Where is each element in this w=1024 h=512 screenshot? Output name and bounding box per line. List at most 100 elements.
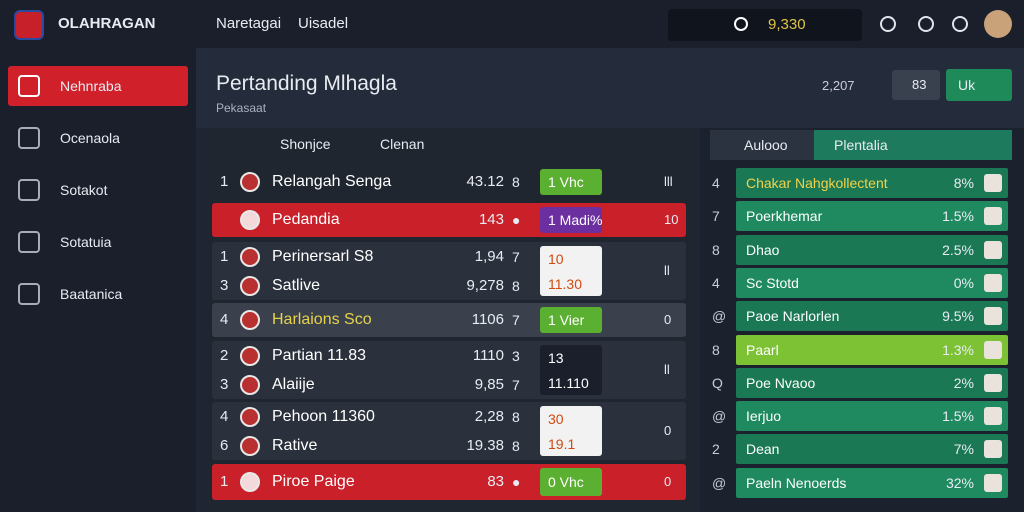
sidebar xyxy=(0,48,196,512)
main-header xyxy=(196,48,1024,128)
side-icon xyxy=(984,273,1002,292)
sidebar-item[interactable]: Nehnraba xyxy=(8,66,188,106)
side-row[interactable]: Paarl 1.3% xyxy=(736,334,1008,365)
team-name: Perinersarl S8 xyxy=(272,247,374,265)
side-tab[interactable]: Plentalia xyxy=(814,130,1012,160)
side-icon xyxy=(984,240,1002,259)
side-row[interactable]: Dhao 2.5% xyxy=(736,234,1008,265)
side-row[interactable]: Ierjuo 1.5% xyxy=(736,401,1008,432)
row-end: lll xyxy=(664,174,673,189)
side-value: 7% xyxy=(953,441,974,458)
team-logo xyxy=(240,406,260,427)
search-box[interactable]: 9,330 xyxy=(668,9,862,41)
badge: 1 Madi% xyxy=(540,207,602,233)
side-name: Poe Nvaoo xyxy=(746,374,816,391)
side-icon xyxy=(984,340,1002,359)
side-value: 32% xyxy=(945,474,974,491)
badge-text: 0 Vhc xyxy=(548,474,584,490)
rank-marker: 8 xyxy=(712,341,720,358)
icon-button[interactable] xyxy=(880,16,896,32)
rank-marker: 7 xyxy=(712,208,720,225)
row-end: ll xyxy=(664,263,670,278)
side-row[interactable]: Poe Nvaoo 2% xyxy=(736,367,1008,398)
badge: 10 11.30 xyxy=(540,246,602,296)
rank-marker: 4 xyxy=(712,274,720,291)
rank-marker: 2 xyxy=(712,441,720,458)
badge-text: 1 Vier xyxy=(548,312,585,328)
score: 9,278 xyxy=(466,276,504,294)
action-button[interactable]: Uk xyxy=(946,69,1012,101)
side-tab[interactable]: Aulooo xyxy=(710,130,814,160)
team-name: Piroe Paige xyxy=(272,473,355,490)
page-subtitle: Pekasaat xyxy=(216,101,267,115)
list-row[interactable]: 1 Perinersarl S8 1,94 7 3 Satlive 9,278 8 10 11.3… xyxy=(212,242,686,300)
search-icon xyxy=(734,17,748,31)
rank: 4 xyxy=(220,311,229,328)
count: ● xyxy=(512,474,521,490)
side-row[interactable]: Chakar Nahgkollectent 8% xyxy=(736,168,1008,198)
badge: 30 19.1 xyxy=(540,406,602,456)
sidebar-item[interactable]: Sotatuia xyxy=(8,222,188,262)
side-value: 1.3% xyxy=(942,341,974,358)
tab[interactable]: Clenan xyxy=(380,136,425,152)
nav-link[interactable]: Uisadel xyxy=(298,15,349,32)
badge: 1 Vhc xyxy=(540,169,602,195)
list-row[interactable]: 4 Pehoon 11360 2,28 8 6 Rative 19.38 8 30 19.1 0 xyxy=(212,402,686,460)
side-value: 9.5% xyxy=(942,308,974,325)
side-name: Chakar Nahgkollectent xyxy=(746,175,888,191)
list-row[interactable]: 1 Relangah Senga 43.12 8 1 Vhc lll xyxy=(212,165,686,199)
sidebar-label: Ocenaola xyxy=(60,130,120,146)
badge-text: 1 Madi% xyxy=(548,212,603,228)
list-row[interactable]: Pedandia 143 ● 1 Madi% 10 xyxy=(212,203,686,237)
side-row[interactable]: Dean 7% xyxy=(736,434,1008,465)
side-name: Dean xyxy=(746,441,780,458)
sidebar-label: Nehnraba xyxy=(60,78,122,94)
icon-button[interactable] xyxy=(952,16,968,32)
score: 143 xyxy=(478,211,504,228)
sidebar-item[interactable]: Ocenaola xyxy=(8,118,188,158)
rank: 3 xyxy=(220,276,229,294)
side-icon xyxy=(984,407,1002,426)
sidebar-item[interactable]: Baatanica xyxy=(8,274,188,314)
team-logo xyxy=(240,210,260,230)
side-name: Sc Stotd xyxy=(746,274,799,291)
side-row[interactable]: Sc Stotd 0% xyxy=(736,267,1008,298)
badge: 1 Vier xyxy=(540,307,602,333)
side-value: 8% xyxy=(953,175,974,191)
side-tab-label: Plentalia xyxy=(834,137,888,153)
list-row[interactable]: 2 Partian 11.83 1110 3 3 Alaiije 9,85 7 13 11.110… xyxy=(212,341,686,399)
sidebar-item[interactable]: Sotakot xyxy=(8,170,188,210)
sidebar-label: Baatanica xyxy=(60,286,123,302)
side-row[interactable]: Paoe Narlorlen 9.5% xyxy=(736,301,1008,332)
filter-button[interactable] xyxy=(892,70,940,100)
sidebar-label: Sotakot xyxy=(60,182,108,198)
badge-text: 1 Vhc xyxy=(548,174,584,190)
rank: 1 xyxy=(220,247,229,265)
side-icon xyxy=(984,473,1002,492)
team-logo xyxy=(240,345,260,366)
row-end: 0 xyxy=(664,423,672,438)
badge-text: 19.1 xyxy=(548,435,576,452)
team-name: Harlaions Sco xyxy=(272,311,372,328)
count: 8 xyxy=(512,408,520,425)
score: 9,85 xyxy=(474,375,504,393)
tab[interactable]: Shonjce xyxy=(280,136,331,152)
side-name: Paoe Narlorlen xyxy=(746,308,840,325)
badge-text: 10 xyxy=(548,250,564,267)
nav-link[interactable]: Naretagai xyxy=(216,15,282,32)
rank: 2 xyxy=(220,346,229,364)
icon-button[interactable] xyxy=(918,16,934,32)
list-row[interactable]: 1 Piroe Paige 83 ● 0 Vhc 0 xyxy=(212,464,686,500)
team-logo xyxy=(240,374,260,395)
side-row[interactable]: Poerkhemar 1.5% xyxy=(736,201,1008,232)
team-name: Pedandia xyxy=(272,211,340,228)
side-row[interactable]: Paeln Nenoerds 32% xyxy=(736,467,1008,498)
search-value: 9,330 xyxy=(768,16,806,33)
team-logo xyxy=(240,310,260,330)
rank: 4 xyxy=(220,407,229,425)
team-name: Relangah Senga xyxy=(272,173,392,190)
side-name: Paeln Nenoerds xyxy=(746,474,847,491)
side-name: Paarl xyxy=(746,341,779,358)
rank-marker: 4 xyxy=(712,175,720,191)
list-row[interactable]: 4 Harlaions Sco 1106 7 1 Vier 0 xyxy=(212,303,686,337)
